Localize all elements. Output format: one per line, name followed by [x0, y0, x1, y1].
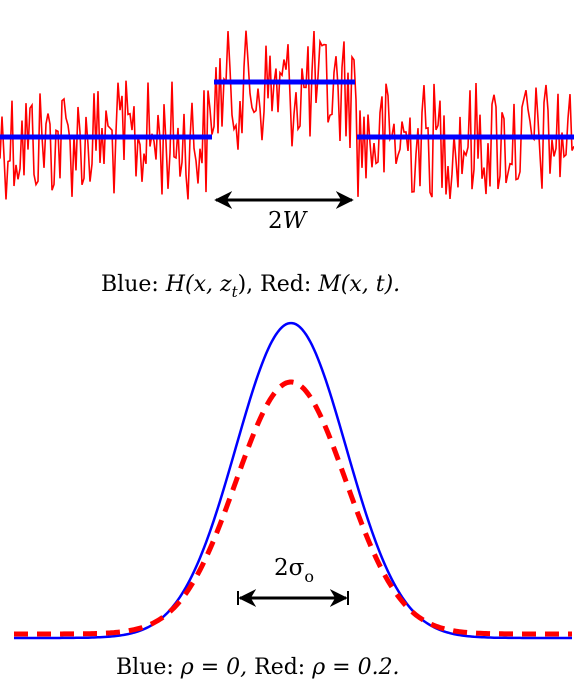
sigma-label: 2σo — [274, 555, 314, 586]
bottom-caption: Blue: ρ = 0, Red: ρ = 0.2. — [116, 655, 400, 680]
gaussian-dashed-red — [14, 379, 572, 637]
gaussian-solid-blue — [14, 321, 572, 640]
width-label: 2W — [268, 208, 309, 234]
step-function-blue — [0, 79, 574, 140]
top-caption: Blue: H(x, zt), Red: M(x, t). — [101, 272, 400, 301]
noise-series-red — [0, 30, 574, 200]
top-panel: 2W Blue: H(x, zt), Red: M(x, t). — [0, 30, 574, 301]
bottom-panel: 2σo Blue: ρ = 0, Red: ρ = 0.2. — [14, 321, 572, 680]
